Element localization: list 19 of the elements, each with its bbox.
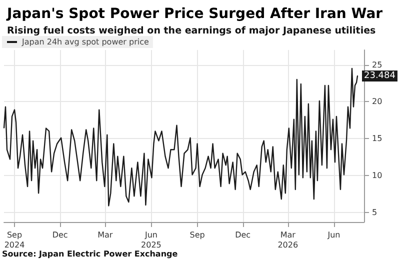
x-tick-label: Sep 2024 [4, 230, 25, 250]
x-tick-label: Dec [235, 230, 251, 240]
y-tick-label: 15 [372, 134, 382, 144]
source-note: Source: Japan Electric Power Exchange [2, 250, 178, 258]
chart-subtitle: Rising fuel costs weighed on the earnings of major Japanese utilities [7, 26, 376, 36]
legend-label: Japan 24h avg spot power price [21, 38, 149, 46]
x-tick-label: Jun 2025 [141, 230, 162, 250]
line-series [3, 68, 358, 206]
y-tick-label: 5 [372, 208, 378, 217]
x-tick-label: Mar [98, 230, 114, 240]
annotation: 23.484 [364, 70, 396, 81]
chart-title: Japan's Spot Power Price Surged After Iran War [6, 6, 383, 22]
x-tick-label: Mar 2026 [278, 230, 298, 250]
y-tick-label: 20 [372, 97, 382, 106]
x-tick-label: Jun [326, 230, 340, 240]
y-tick-label: 25 [372, 60, 382, 70]
x-tick-label: Sep [190, 230, 205, 240]
y-tick-label: 10 [372, 170, 382, 180]
x-tick-label: Dec [52, 230, 68, 240]
